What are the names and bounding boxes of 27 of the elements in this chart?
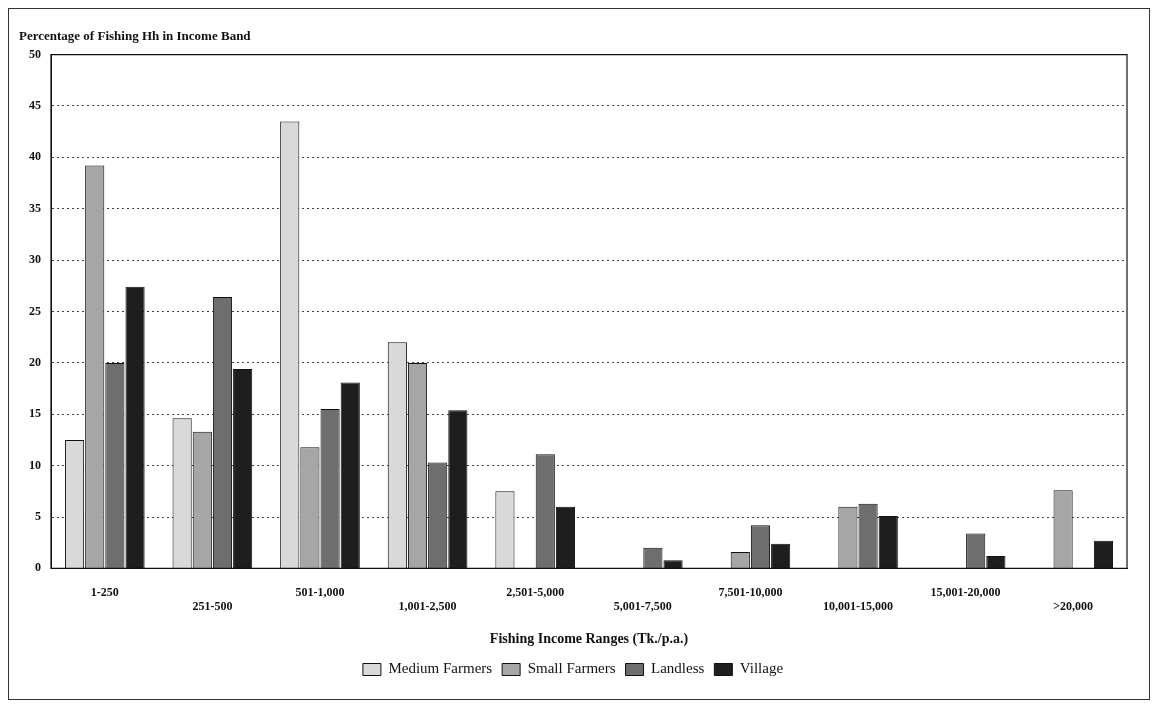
y-tick-label: 15 — [29, 406, 41, 421]
legend-label: Village — [739, 660, 784, 677]
y-tick-label: 0 — [35, 560, 41, 575]
x-tick-label: >20,000 — [1053, 599, 1094, 614]
y-tick-label: 25 — [29, 303, 41, 318]
y-tick-label: 40 — [29, 149, 41, 164]
x-tick-label: 7,501-10,000 — [718, 584, 783, 599]
x-tick-label: 15,001-20,000 — [930, 584, 1001, 599]
legend-label: Landless — [651, 660, 705, 677]
x-tick-label: 1-250 — [90, 584, 119, 599]
x-tick-label: 2,501-5,000 — [506, 584, 565, 599]
y-axis-title: Percentage of Fishing Hh in Income Band — [19, 28, 252, 44]
x-tick-label: 5,001-7,500 — [613, 599, 672, 614]
y-tick-label: 50 — [29, 46, 41, 61]
y-tick-label: 10 — [29, 457, 41, 472]
y-tick-label: 20 — [29, 354, 41, 369]
x-tick-label: 501-1,000 — [295, 584, 345, 599]
y-tick-label: 5 — [35, 509, 41, 524]
x-tick-label: 1,001-2,500 — [398, 599, 457, 614]
x-tick-label: 10,001-15,000 — [823, 599, 893, 614]
legend-label: Medium Farmers — [388, 660, 493, 677]
y-tick-label: 45 — [29, 98, 41, 113]
x-axis-title: Fishing Income Ranges (Tk./p.a.) — [489, 631, 689, 648]
y-tick-label: 35 — [29, 200, 41, 215]
y-tick-label: 30 — [29, 252, 41, 267]
legend-label: Small Farmers — [527, 660, 616, 677]
x-tick-label: 251-500 — [192, 599, 233, 614]
